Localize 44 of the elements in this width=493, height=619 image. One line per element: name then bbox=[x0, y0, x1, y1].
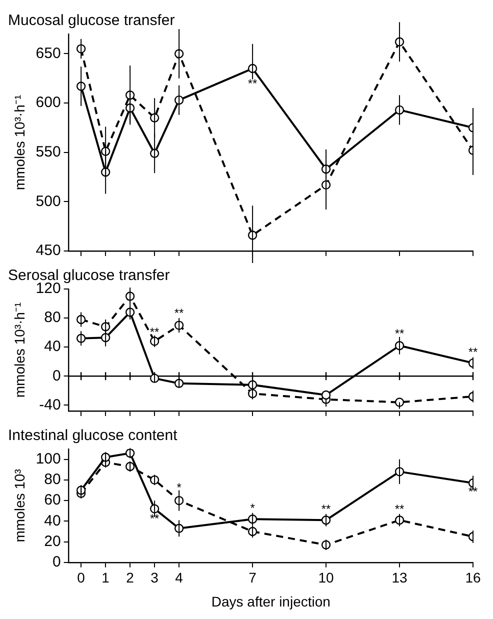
annotation: ** bbox=[468, 484, 478, 499]
x-tick-label: 0 bbox=[77, 570, 86, 586]
x-tick-label: 10 bbox=[318, 570, 334, 586]
chart-title: Mucosal glucose transfer bbox=[8, 12, 175, 30]
y-tick-label: 120 bbox=[36, 280, 61, 298]
y-tick-label: 80 bbox=[44, 471, 61, 488]
y-axis-title: mmoles 10³ bbox=[11, 468, 28, 542]
y-tick-label: 80 bbox=[44, 309, 61, 326]
x-tick-label: 1 bbox=[102, 570, 110, 586]
y-tick-label: 40 bbox=[44, 338, 61, 356]
annotation: ** bbox=[468, 345, 478, 360]
x-tick-label: 13 bbox=[392, 570, 408, 586]
x-tick-label: 7 bbox=[248, 570, 257, 586]
point bbox=[394, 398, 404, 407]
y-tick-label: 550 bbox=[36, 144, 61, 161]
y-tick-label: 0 bbox=[52, 554, 61, 571]
x-tick-label: 3 bbox=[150, 570, 159, 586]
x-tick-label: 16 bbox=[465, 570, 481, 586]
y-tick-label: 40 bbox=[44, 512, 61, 530]
y-axis-title: mmoles 10³·h⁻¹ bbox=[11, 94, 28, 190]
y-tick-label: 500 bbox=[36, 192, 61, 210]
x-axis-title: Days after injection bbox=[211, 593, 330, 610]
annotation: ** bbox=[321, 502, 332, 516]
y-tick-label: 20 bbox=[44, 532, 61, 550]
annotation: ** bbox=[150, 511, 160, 526]
annotation: ** bbox=[394, 502, 405, 516]
y-tick-label: 600 bbox=[36, 94, 61, 112]
y-tick-label: 100 bbox=[36, 450, 61, 468]
y-tick-label: 0 bbox=[52, 367, 61, 384]
chart-title: Intestinal glucose content bbox=[8, 427, 178, 444]
annotation: ** bbox=[248, 76, 258, 91]
annotation: ** bbox=[394, 326, 405, 340]
x-tick-label: 2 bbox=[126, 570, 134, 586]
annotation: ** bbox=[150, 324, 160, 339]
y-tick-label: 450 bbox=[36, 242, 61, 260]
y-axis-title: mmoles 10³·h⁻¹ bbox=[11, 302, 28, 398]
annotation: ** bbox=[174, 306, 184, 320]
y-tick-label: 650 bbox=[36, 44, 61, 62]
x-tick-label: 4 bbox=[175, 570, 184, 586]
point bbox=[321, 390, 331, 400]
y-tick-label: -40 bbox=[39, 396, 61, 414]
y-tick-label: 60 bbox=[44, 492, 61, 509]
annotation: * bbox=[176, 480, 182, 494]
annotation: * bbox=[250, 501, 256, 516]
